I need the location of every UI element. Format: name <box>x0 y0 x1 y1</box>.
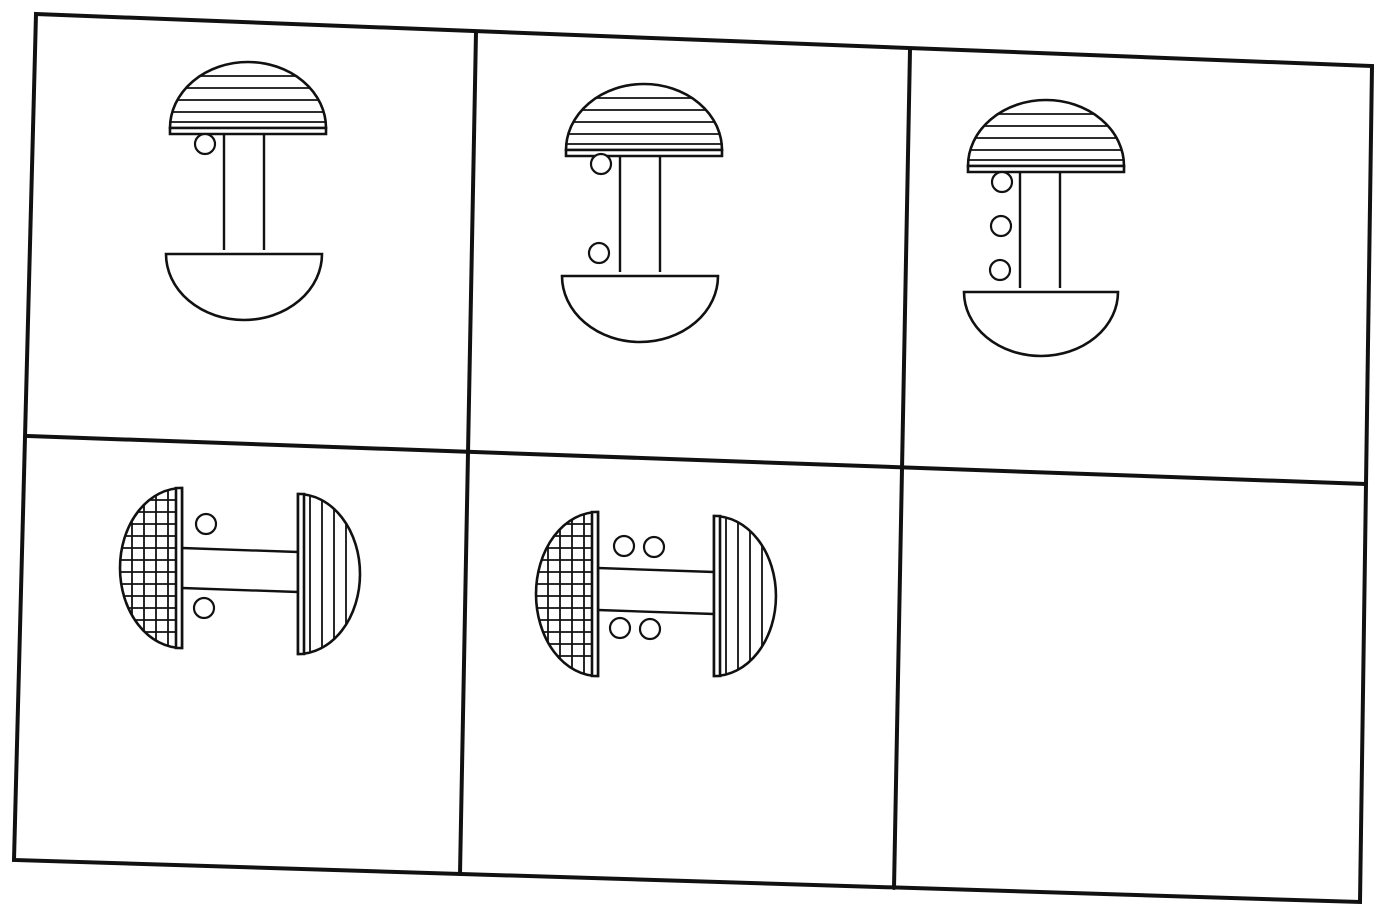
mushroom-left-cap <box>534 510 600 678</box>
circle-marker <box>194 512 218 536</box>
cell-2-figure <box>560 82 724 344</box>
cell-5-figure <box>534 510 778 678</box>
circle-marker <box>612 534 636 558</box>
circle-marker <box>988 258 1012 282</box>
cell-3-figure <box>962 98 1126 358</box>
stem-bottom <box>597 608 715 616</box>
cap-rim <box>168 126 328 136</box>
grid <box>11 11 1375 905</box>
circle-marker <box>193 132 217 156</box>
mushroom-right-cap <box>296 492 362 656</box>
circle-marker <box>192 596 216 620</box>
stem-top <box>181 546 299 554</box>
grid-vertical-divider-2 <box>892 48 912 890</box>
circle-marker <box>587 241 611 265</box>
mushroom-cap <box>168 60 328 130</box>
cap-rim <box>966 164 1126 174</box>
right-cap-rim <box>712 514 722 678</box>
mushroom-cap <box>966 98 1126 168</box>
stem-bottom <box>181 586 299 594</box>
mushroom-base <box>560 274 720 344</box>
cell-4-figure <box>118 486 362 656</box>
circle-marker <box>608 616 632 640</box>
mushroom-base <box>164 252 324 322</box>
right-cap-rim <box>296 492 306 656</box>
circle-marker <box>589 152 613 176</box>
mushroom-right-cap <box>712 514 778 678</box>
circle-marker <box>642 535 666 559</box>
left-cap-rim <box>590 510 600 678</box>
circle-marker <box>989 214 1013 238</box>
circle-marker <box>990 170 1014 194</box>
circle-marker <box>638 617 662 641</box>
grid-vertical-divider-1 <box>458 30 478 876</box>
mushroom-cap <box>564 82 724 152</box>
grid-outer-border <box>11 11 1375 905</box>
cap-rim <box>564 148 724 158</box>
mushroom-base <box>962 290 1120 358</box>
stem-top <box>597 566 715 574</box>
cell-1-figure <box>164 60 328 322</box>
left-cap-rim <box>174 486 184 650</box>
grid-horizontal-divider <box>26 434 1368 486</box>
